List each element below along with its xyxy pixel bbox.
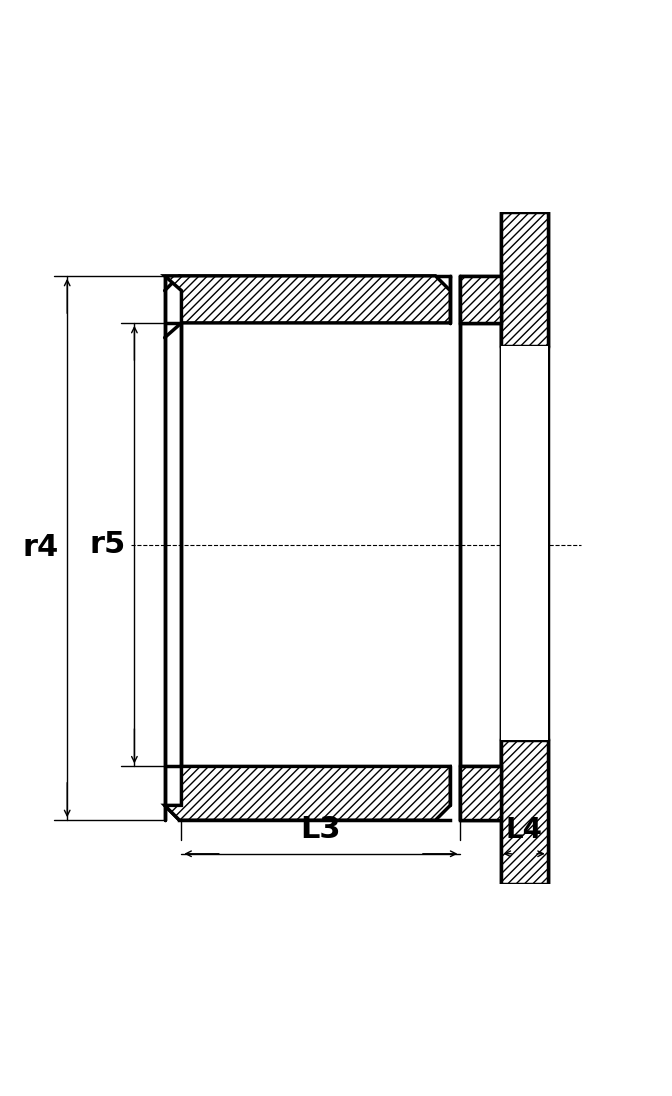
Polygon shape <box>165 766 450 820</box>
Polygon shape <box>460 276 501 323</box>
Polygon shape <box>501 212 548 346</box>
Polygon shape <box>165 276 450 323</box>
Text: L3: L3 <box>300 814 341 844</box>
Polygon shape <box>501 740 548 884</box>
Text: r4: r4 <box>22 534 58 562</box>
Polygon shape <box>460 766 501 820</box>
Polygon shape <box>501 346 548 740</box>
Text: r5: r5 <box>89 530 126 559</box>
Text: L4: L4 <box>505 815 543 844</box>
